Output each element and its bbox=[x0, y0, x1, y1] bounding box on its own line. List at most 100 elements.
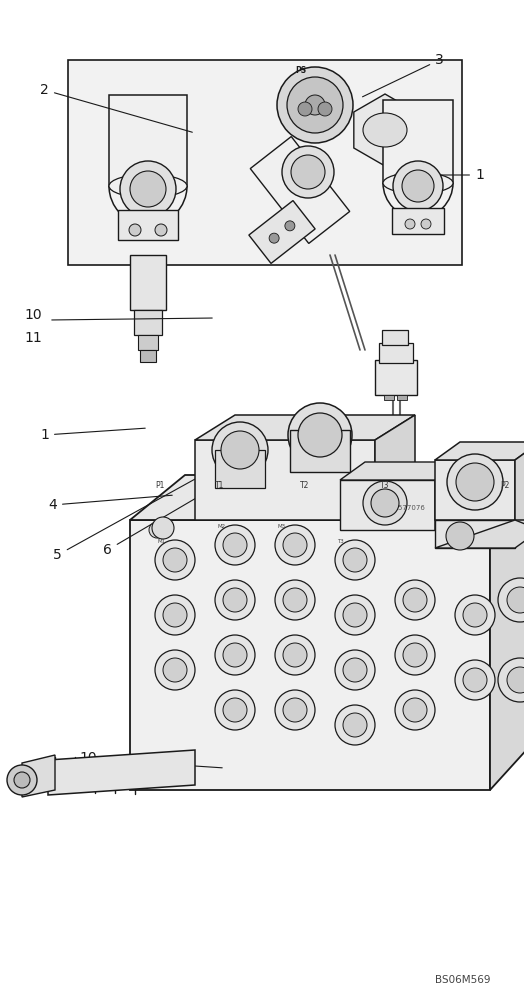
Ellipse shape bbox=[383, 172, 453, 194]
Polygon shape bbox=[48, 750, 195, 795]
Circle shape bbox=[456, 463, 494, 501]
Circle shape bbox=[275, 580, 315, 620]
Polygon shape bbox=[249, 201, 315, 263]
Polygon shape bbox=[515, 442, 524, 520]
Circle shape bbox=[215, 580, 255, 620]
Circle shape bbox=[335, 540, 375, 580]
Polygon shape bbox=[195, 440, 375, 520]
Circle shape bbox=[283, 698, 307, 722]
Circle shape bbox=[343, 548, 367, 572]
Text: 9: 9 bbox=[461, 521, 487, 535]
Polygon shape bbox=[435, 520, 524, 548]
Bar bbox=[375, 360, 417, 395]
Circle shape bbox=[305, 95, 325, 115]
Circle shape bbox=[371, 489, 399, 517]
Bar bbox=[140, 350, 156, 362]
Bar bbox=[397, 395, 407, 400]
Circle shape bbox=[155, 540, 195, 580]
Circle shape bbox=[335, 595, 375, 635]
Circle shape bbox=[275, 690, 315, 730]
Circle shape bbox=[446, 522, 474, 550]
Circle shape bbox=[155, 595, 195, 635]
Circle shape bbox=[287, 77, 343, 133]
Polygon shape bbox=[435, 442, 524, 460]
Text: 1: 1 bbox=[395, 168, 484, 182]
Circle shape bbox=[335, 650, 375, 690]
Ellipse shape bbox=[363, 113, 407, 147]
Circle shape bbox=[223, 588, 247, 612]
Circle shape bbox=[283, 643, 307, 667]
Polygon shape bbox=[490, 475, 524, 790]
Bar bbox=[109, 95, 187, 186]
Bar bbox=[130, 255, 166, 310]
Text: 7: 7 bbox=[398, 481, 407, 495]
Text: PS: PS bbox=[295, 66, 306, 75]
Circle shape bbox=[163, 548, 187, 572]
Polygon shape bbox=[22, 755, 55, 797]
Polygon shape bbox=[250, 137, 350, 243]
Text: M1: M1 bbox=[157, 539, 165, 544]
Text: M3: M3 bbox=[277, 524, 285, 529]
Circle shape bbox=[463, 668, 487, 692]
Text: 4: 4 bbox=[48, 495, 172, 512]
Polygon shape bbox=[435, 462, 460, 530]
Circle shape bbox=[343, 658, 367, 682]
Circle shape bbox=[395, 690, 435, 730]
Circle shape bbox=[402, 170, 434, 202]
Circle shape bbox=[288, 403, 352, 467]
Circle shape bbox=[298, 413, 342, 457]
Circle shape bbox=[507, 587, 524, 613]
Text: 2: 2 bbox=[40, 83, 192, 132]
Text: 6: 6 bbox=[103, 441, 292, 557]
Ellipse shape bbox=[109, 174, 187, 198]
Circle shape bbox=[455, 660, 495, 700]
Circle shape bbox=[269, 233, 279, 243]
Circle shape bbox=[318, 102, 332, 116]
Text: 11: 11 bbox=[79, 772, 97, 786]
Circle shape bbox=[155, 224, 167, 236]
Bar bbox=[382, 330, 408, 345]
Polygon shape bbox=[130, 475, 524, 520]
Circle shape bbox=[149, 522, 165, 538]
Polygon shape bbox=[195, 415, 415, 440]
Bar bbox=[290, 430, 350, 472]
Circle shape bbox=[291, 155, 325, 189]
Bar bbox=[118, 210, 178, 240]
Text: 11: 11 bbox=[24, 331, 42, 345]
Circle shape bbox=[498, 578, 524, 622]
Text: 10: 10 bbox=[25, 308, 42, 322]
Circle shape bbox=[363, 481, 407, 525]
Circle shape bbox=[283, 588, 307, 612]
Polygon shape bbox=[130, 520, 490, 790]
Circle shape bbox=[463, 603, 487, 627]
Circle shape bbox=[421, 219, 431, 229]
Circle shape bbox=[215, 635, 255, 675]
Text: M2: M2 bbox=[217, 524, 225, 529]
Text: 5: 5 bbox=[53, 469, 213, 562]
Circle shape bbox=[343, 603, 367, 627]
Circle shape bbox=[455, 595, 495, 635]
Bar bbox=[215, 450, 265, 488]
Polygon shape bbox=[354, 94, 416, 166]
Circle shape bbox=[403, 588, 427, 612]
Circle shape bbox=[447, 454, 503, 510]
Circle shape bbox=[163, 658, 187, 682]
Polygon shape bbox=[68, 60, 462, 265]
Text: P2: P2 bbox=[500, 481, 509, 490]
Text: BS06M569: BS06M569 bbox=[434, 975, 490, 985]
Circle shape bbox=[298, 102, 312, 116]
Circle shape bbox=[282, 146, 334, 198]
Bar bbox=[383, 100, 453, 183]
Circle shape bbox=[275, 635, 315, 675]
Text: 1: 1 bbox=[40, 428, 145, 442]
Text: P1: P1 bbox=[155, 481, 165, 490]
Circle shape bbox=[335, 705, 375, 745]
Circle shape bbox=[405, 219, 415, 229]
Polygon shape bbox=[340, 462, 460, 480]
Circle shape bbox=[395, 635, 435, 675]
Circle shape bbox=[14, 772, 30, 788]
Circle shape bbox=[215, 690, 255, 730]
Circle shape bbox=[7, 765, 37, 795]
Circle shape bbox=[277, 67, 353, 143]
Circle shape bbox=[395, 580, 435, 620]
